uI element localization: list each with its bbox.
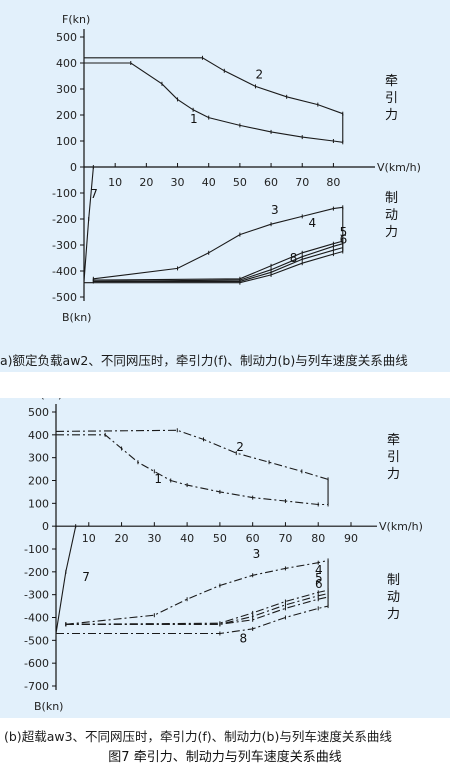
y-tick-label: -100 [52,187,77,200]
y-tick-label: -300 [52,239,77,252]
y-axis-label: F(kn) [34,398,62,401]
traction-label-char: 力 [385,108,398,123]
y-tick-label: 500 [56,31,77,44]
traction-label-char: 牵 [387,433,400,448]
y-tick-label: -700 [24,680,49,693]
series-label-3: 3 [271,203,279,217]
y-tick-label: -300 [24,589,49,602]
series-label-2: 2 [236,440,244,454]
series-label-4: 4 [315,563,323,577]
x-tick-label: 90 [344,532,358,545]
y-tick-label: 300 [56,83,77,96]
x-tick-label: 20 [115,532,129,545]
x-tick-label: 80 [311,532,325,545]
y-tick-label: 400 [56,57,77,70]
series-label-5: 5 [315,571,323,585]
x-axis-label: V(km/h) [377,161,421,174]
chart-a: 500 400 300 200 100 0 -100 -200 -300 -400 -500 10 20… [52,13,421,324]
y-tick-label: 100 [28,497,49,510]
x-tick-label: 70 [278,532,292,545]
y-tick-label: -400 [24,612,49,625]
series-line-7 [55,526,77,634]
series-line-2 [84,57,343,115]
series-label-8: 8 [240,632,248,646]
series-label-2: 2 [255,68,263,82]
x-tick-label: 10 [108,176,122,189]
y-tick-label: 100 [56,135,77,148]
y-tick-label: -500 [52,291,77,304]
braking-label-char: 制 [387,573,400,588]
y-tick-label: -400 [52,265,77,278]
braking-label-char: 动 [385,208,398,223]
y-tick-label: 200 [56,109,77,122]
series-label-7: 7 [90,187,98,201]
y-tick-label: 400 [28,429,49,442]
series-label-6: 6 [315,577,323,591]
series-line-3 [93,206,343,280]
series-line-2 [55,429,329,480]
series-line-6 [65,596,329,625]
series-line-4 [65,589,329,625]
chart-b: 500 400 300 200 100 0 -100 -200 -300 -400 -500 -600… [24,398,423,713]
braking-label-char: 制 [385,191,398,206]
series-label-3: 3 [253,547,261,561]
x-tick-label: 20 [139,176,153,189]
series-line-5 [93,243,343,282]
x-tick-label: 10 [82,532,96,545]
series-label-1: 1 [154,472,162,486]
y-axis-label-bottom: B(kn) [62,311,91,324]
traction-label-char: 引 [387,450,400,465]
x-tick-label: 50 [233,176,247,189]
series-label-8: 8 [290,251,298,265]
series-label-6: 6 [340,233,348,247]
x-tick-label: 70 [295,176,309,189]
caption-b: (b)超载aw3、不同网压时，牵引力(f)、制动力(b)与列车速度关系曲线 [4,729,392,744]
traction-label-char: 引 [385,91,398,106]
chart-panel-a: 500 400 300 200 100 0 -100 -200 -300 -400 -500 10 20… [0,0,450,372]
y-tick-label: 300 [28,452,49,465]
figure-title: 图7 牵引力、制动力与列车速度关系曲线 [108,750,342,765]
x-axis-label: V(km/h) [379,520,423,533]
x-tick-label: 40 [202,176,216,189]
chart-panel-b: 500 400 300 200 100 0 -100 -200 -300 -400 -500 -600… [0,398,450,718]
braking-label-char: 动 [387,590,400,605]
caption-a: a)额定负载aw2、不同网压时，牵引力(f)、制动力(b)与列车速度关系曲线 [0,353,408,368]
y-tick-label: -600 [24,657,49,670]
y-tick-label: 200 [28,475,49,488]
series-line-7 [83,166,94,282]
traction-label-char: 牵 [385,74,398,89]
y-tick-label: 500 [28,406,49,419]
y-tick-label: -200 [24,566,49,579]
series-line-1 [56,434,329,506]
braking-label-char: 力 [387,607,400,622]
series-line-5 [65,592,329,625]
series-label-5: 5 [340,225,348,239]
traction-label-char: 力 [387,467,400,482]
series-line-4 [93,240,343,281]
y-tick-label: 0 [70,161,77,174]
series-line-1 [84,62,343,143]
x-tick-label: 60 [264,176,278,189]
x-tick-label: 50 [213,532,227,545]
y-tick-label: 0 [42,520,49,533]
series-label-4: 4 [308,216,316,230]
x-tick-label: 30 [171,176,185,189]
braking-label-char: 力 [385,225,398,240]
series-line-3 [65,559,329,625]
series-line-8 [56,605,329,635]
x-tick-label: 40 [180,532,194,545]
y-axis-label: F(kn) [62,13,90,26]
y-tick-label: -100 [24,543,49,556]
y-tick-label: -500 [24,634,49,647]
x-tick-label: 60 [246,532,260,545]
series-line-8 [84,250,343,284]
series-label-1: 1 [190,112,198,126]
y-tick-label: -200 [52,213,77,226]
x-tick-label: 80 [326,176,340,189]
series-label-7: 7 [82,570,90,584]
y-axis-label-bottom: B(kn) [34,700,63,713]
x-tick-label: 30 [147,532,161,545]
series-line-6 [93,247,343,282]
